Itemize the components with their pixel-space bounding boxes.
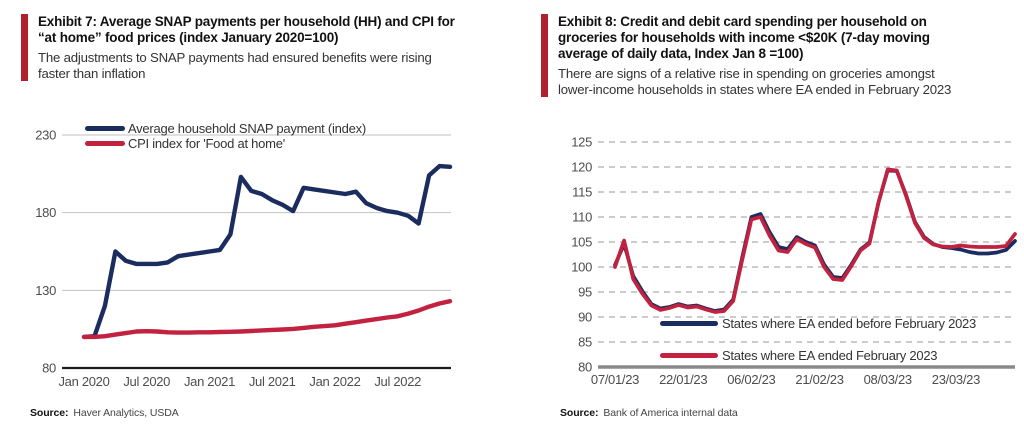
exhibit7-header-text: Exhibit 7: Average SNAP payments per hou… bbox=[38, 14, 493, 81]
y-tick-label: 115 bbox=[572, 185, 592, 200]
x-tick-label: Jan 2022 bbox=[309, 374, 360, 389]
x-tick-label: Jan 2020 bbox=[58, 374, 109, 389]
y-tick-label: 110 bbox=[572, 210, 592, 225]
cpi-series-swatch bbox=[85, 141, 125, 146]
ea-chart-legend: States where EA ended before February 20… bbox=[660, 316, 976, 363]
x-tick-label: 07/01/23 bbox=[591, 372, 639, 387]
exhibit8-header-text: Exhibit 8: Credit and debit card spendin… bbox=[558, 14, 1017, 97]
x-tick-label: 22/01/23 bbox=[659, 372, 707, 387]
exhibit8-subtitle: There are signs of a relative rise in sp… bbox=[558, 66, 952, 97]
y-tick-label: 105 bbox=[571, 235, 592, 250]
ea-feb-series-swatch bbox=[660, 353, 718, 358]
ea-spending-line-chart: 80 85 90 95 100 105 110 115 120 125 07/01/23 22/01/… bbox=[571, 135, 1017, 387]
y-tick-label: 90 bbox=[578, 310, 592, 325]
exhibit7-title: Exhibit 7: Average SNAP payments per hou… bbox=[38, 14, 455, 45]
x-tick-label: 21/02/23 bbox=[795, 372, 843, 387]
x-tick-label: Jan 2021 bbox=[184, 374, 235, 389]
x-tick-label: Jul 2022 bbox=[374, 374, 421, 389]
source-label: Source: bbox=[560, 407, 599, 419]
y-tick-label: 85 bbox=[578, 335, 592, 350]
exhibit7-subtitle: The adjustments to SNAP payments had ens… bbox=[38, 50, 432, 81]
snap-chart-legend: Average household SNAP payment (index) C… bbox=[85, 121, 366, 151]
exhibit8-title: Exhibit 8: Credit and debit card spendin… bbox=[558, 14, 930, 61]
x-tick-label: 23/03/23 bbox=[932, 372, 980, 387]
y-tick-label: 120 bbox=[571, 160, 592, 175]
snap-cpi-line-chart: 80 130 180 230 Jan 2020 Jul 2020 Jan 2021 Jul 2… bbox=[35, 128, 453, 389]
y-tick-label: 125 bbox=[571, 135, 592, 150]
cpi-series-label: CPI index for 'Food at home' bbox=[128, 136, 285, 151]
x-tick-label: 06/02/23 bbox=[727, 372, 775, 387]
y-tick-label: 80 bbox=[578, 360, 592, 375]
y-tick-label: 180 bbox=[35, 205, 56, 220]
series-line-1 bbox=[81, 298, 453, 340]
y-tick-label: 230 bbox=[35, 128, 56, 143]
exhibit8-header: Exhibit 8: Credit and debit card spendin… bbox=[541, 14, 1017, 97]
ea-before-series-label: States where EA ended before February 20… bbox=[722, 316, 977, 331]
exhibit7-source: Source: Haver Analytics, USDA bbox=[30, 407, 179, 419]
y-tick-label: 80 bbox=[42, 361, 56, 376]
x-tick-label: Jul 2021 bbox=[249, 374, 296, 389]
series-line-1 bbox=[613, 167, 1017, 314]
exhibit7-accent-bar bbox=[21, 14, 28, 81]
exhibit8-accent-bar bbox=[541, 14, 548, 97]
snap-series-swatch bbox=[85, 126, 125, 131]
legend-item-ea-before: States where EA ended before February 20… bbox=[660, 316, 976, 331]
exhibit8-source: Source: Bank of America internal data bbox=[560, 407, 738, 419]
y-tick-label: 100 bbox=[571, 260, 592, 275]
ea-before-series-swatch bbox=[660, 321, 718, 326]
x-tick-label: 08/03/23 bbox=[864, 372, 912, 387]
exhibit7-header: Exhibit 7: Average SNAP payments per hou… bbox=[21, 14, 493, 81]
legend-item-ea-feb: States where EA ended February 2023 bbox=[660, 348, 976, 363]
y-tick-label: 95 bbox=[578, 285, 592, 300]
source-label: Source: bbox=[30, 407, 69, 419]
ea-feb-series-label: States where EA ended February 2023 bbox=[722, 348, 938, 363]
y-tick-label: 130 bbox=[35, 283, 56, 298]
source-text: Bank of America internal data bbox=[603, 407, 738, 419]
legend-item-snap: Average household SNAP payment (index) bbox=[85, 121, 366, 136]
x-tick-label: Jul 2020 bbox=[123, 374, 170, 389]
source-text: Haver Analytics, USDA bbox=[73, 407, 179, 419]
snap-series-label: Average household SNAP payment (index) bbox=[128, 121, 366, 136]
series-line-0 bbox=[81, 163, 453, 340]
legend-item-cpi: CPI index for 'Food at home' bbox=[85, 136, 366, 151]
